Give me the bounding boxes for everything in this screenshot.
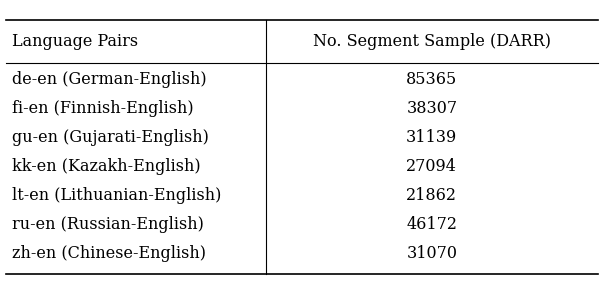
Text: ru-en (Russian-English): ru-en (Russian-English) xyxy=(12,216,204,233)
Text: No. Segment Sample (DARR): No. Segment Sample (DARR) xyxy=(313,33,551,50)
Text: Language Pairs: Language Pairs xyxy=(12,33,138,50)
Text: lt-en (Lithuanian-English): lt-en (Lithuanian-English) xyxy=(12,187,222,204)
Text: 27094: 27094 xyxy=(406,158,457,175)
Text: 31139: 31139 xyxy=(406,129,457,146)
Text: 31070: 31070 xyxy=(406,245,457,262)
Text: de-en (German-English): de-en (German-English) xyxy=(12,71,207,88)
Text: 85365: 85365 xyxy=(406,71,457,88)
Text: gu-en (Gujarati-English): gu-en (Gujarati-English) xyxy=(12,129,209,146)
Text: 46172: 46172 xyxy=(406,216,457,233)
Text: kk-en (Kazakh-English): kk-en (Kazakh-English) xyxy=(12,158,201,175)
Text: 21862: 21862 xyxy=(406,187,457,204)
Text: zh-en (Chinese-English): zh-en (Chinese-English) xyxy=(12,245,206,262)
Text: 38307: 38307 xyxy=(406,100,457,117)
Text: fi-en (Finnish-English): fi-en (Finnish-English) xyxy=(12,100,194,117)
